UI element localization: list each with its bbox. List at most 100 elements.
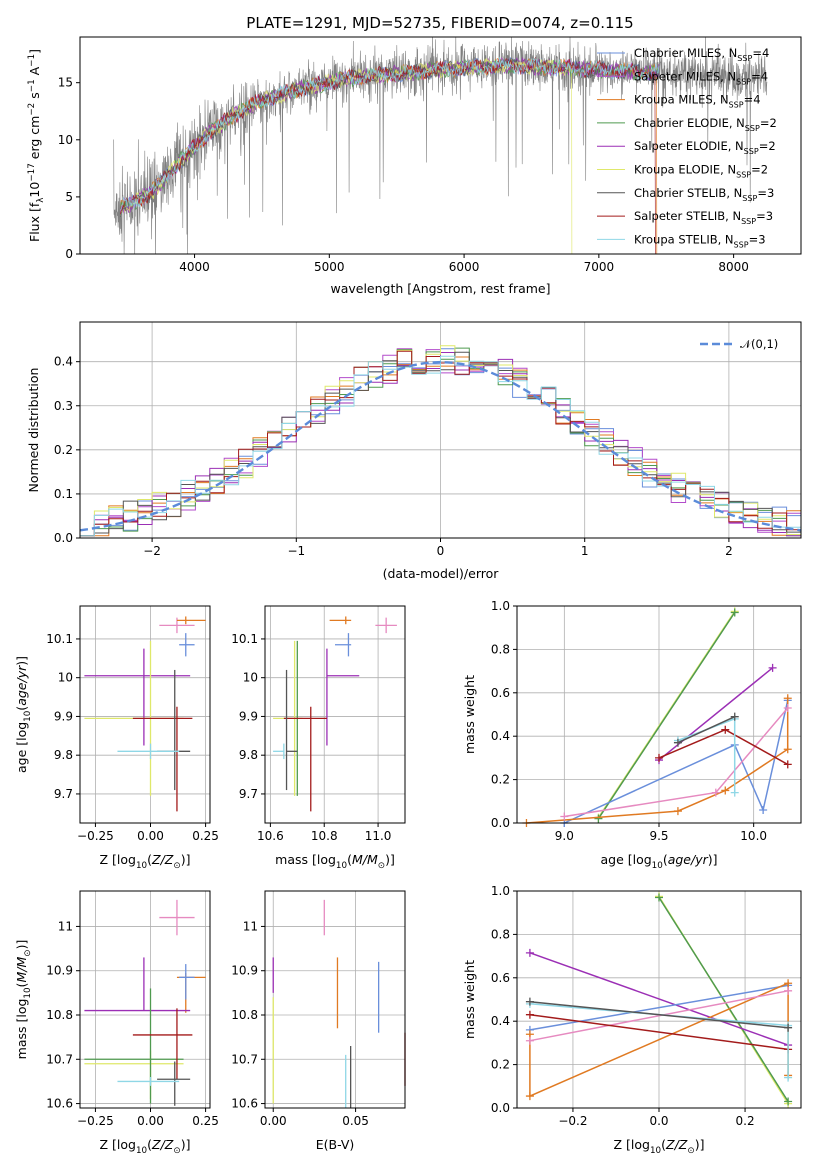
y-tick-label: 0.0 (491, 816, 510, 830)
y-tick-label: 10.7 (231, 1052, 258, 1066)
x-tick-label: 0.2 (736, 1114, 755, 1128)
y-tick-label: 0.1 (54, 487, 73, 501)
x-tick-label: −2 (143, 544, 161, 558)
y-tick-label: 0.8 (491, 642, 510, 656)
x-axis-label: age [log10(age/yr)] (600, 852, 717, 871)
y-tick-label: 1.0 (491, 599, 510, 613)
x-tick-label: 9.5 (649, 829, 668, 843)
plus-marker (783, 745, 792, 754)
histograms (80, 345, 801, 537)
y-tick-label: 9.8 (239, 748, 258, 762)
weight_vs_Z-panel: −0.2 0.0 0.2 0.0 0.2 0.4 0.6 0.8 1.0 Z [log10(Z/Z… (462, 884, 802, 1156)
x-tick-label: 0.05 (342, 1114, 369, 1128)
model-spectrum-kroupa-miles (120, 57, 658, 254)
legend-label: Kroupa ELODIE, NSSP=2 (634, 163, 768, 180)
y-tick-label: 5 (65, 190, 73, 204)
y-tick-label: 0.4 (54, 355, 73, 369)
y-tick-label: 10.6 (231, 1097, 258, 1111)
y-tick-label: 0 (65, 247, 73, 261)
weight-line (564, 707, 789, 818)
residuals-panel: −2 −1 0 1 2 0.0 0.1 0.2 0.3 0.4 𝒩(0,1) (data-model)… (26, 321, 802, 581)
y-axis-label: mass weight (462, 960, 477, 1039)
legend-label: Kroupa MILES, NSSP=4 (634, 93, 761, 110)
axes-frame (264, 605, 406, 824)
plus-marker (525, 997, 534, 1006)
y-axis-label: Normed distribution (26, 368, 41, 493)
legend-label: Chabrier STELIB, NSSP=3 (634, 186, 774, 203)
axes-frame (264, 890, 406, 1109)
y-tick-label: 10.1 (231, 632, 258, 646)
x-tick-label: −0.25 (77, 829, 114, 843)
y-tick-label: 9.9 (54, 709, 73, 723)
plus-marker (784, 1073, 793, 1082)
x-tick-label: 0.0 (649, 1114, 668, 1128)
x-axis-label: E(B-V) (316, 1137, 355, 1152)
y-tick-label: 11 (243, 919, 258, 933)
plus-marker (673, 807, 682, 816)
y-tick-label: 0.4 (491, 729, 510, 743)
x-tick-label: 5000 (314, 260, 345, 274)
plus-marker (525, 1092, 534, 1101)
plus-marker (655, 753, 663, 762)
legend-label: Kroupa STELIB, NSSP=3 (634, 232, 766, 249)
plus-marker (711, 788, 720, 797)
y-tick-label: 9.8 (54, 748, 73, 762)
weight-line (658, 897, 789, 1102)
x-axis-label: Z [log10(Z/Z⊙)] (100, 852, 191, 871)
y-tick-label: 9.9 (239, 709, 258, 723)
legend-label: 𝒩(0,1) (740, 337, 778, 351)
model-spectrum-kroupa-stelib (120, 56, 660, 211)
x-tick-label: 8000 (718, 260, 749, 274)
y-tick-label: 0.0 (491, 1101, 510, 1115)
x-tick-label: 7000 (584, 260, 615, 274)
weight-line (529, 990, 789, 1042)
legend-label: Chabrier MILES, NSSP=4 (634, 46, 769, 63)
plus-marker (673, 738, 682, 747)
y-tick-label: 15 (58, 76, 73, 90)
y-tick-label: 0.2 (491, 1058, 510, 1072)
x-tick-label: 11.0 (365, 829, 392, 843)
y-tick-label: 10.1 (46, 632, 73, 646)
y-tick-label: 0.6 (491, 686, 510, 700)
x-tick-label: 10.0 (740, 829, 767, 843)
model-spectrum-chabrier-stelib (120, 57, 660, 217)
x-tick-label: 10.6 (257, 829, 284, 843)
spectrum-panel: 4000 5000 6000 7000 8000 0 5 10 15 Chabrier MILES… (27, 36, 802, 296)
model-spectrum-kroupa-elodie (120, 57, 573, 254)
hist-kroupa-stelib (80, 355, 801, 537)
y-tick-label: 0.2 (491, 773, 510, 787)
plus-marker (730, 788, 739, 797)
weight-line (529, 952, 789, 1046)
y-axis-label: mass weight (462, 675, 477, 754)
x-tick-label: 0.00 (137, 829, 164, 843)
weight_vs_age-panel: 9.0 9.5 10.0 0.0 0.2 0.4 0.6 0.8 1.0 age [log10(a… (462, 599, 802, 871)
x-tick-label: 4000 (179, 260, 210, 274)
y-tick-label: 9.7 (54, 787, 73, 801)
y-tick-label: 10.9 (46, 964, 73, 978)
plus-marker (655, 893, 663, 902)
x-tick-label: 1 (581, 544, 589, 558)
x-tick-label: −1 (287, 544, 305, 558)
weight-line (563, 700, 789, 824)
x-axis-label: wavelength [Angstrom, rest frame] (330, 281, 550, 296)
axes-frame (516, 605, 802, 824)
y-axis-label: Flux [fλ10−17 erg cm−2 s−1 A−1] (27, 49, 46, 242)
y-tick-label: 0.4 (491, 1014, 510, 1028)
plus-marker (525, 948, 534, 957)
x-tick-label: 6000 (449, 260, 480, 274)
legend-label: Salpeter ELODIE, NSSP=2 (634, 139, 776, 156)
plus-marker (721, 725, 730, 734)
y-tick-label: 0.6 (491, 971, 510, 985)
y-axis-label: age [log10(age/yr)] (14, 656, 33, 773)
x-tick-label: −0.2 (558, 1114, 587, 1128)
x-tick-label: −0.25 (77, 1114, 114, 1128)
y-tick-label: 10.8 (231, 1008, 258, 1022)
x-axis-label: mass [log10(M/M⊙)] (275, 852, 395, 871)
y-tick-label: 10 (58, 671, 73, 685)
spectrum-legend: Chabrier MILES, NSSP=4 Salpeter MILES, NS… (597, 46, 777, 249)
figure-title: PLATE=1291, MJD=52735, FIBERID=0074, z=0… (246, 14, 633, 32)
plus-marker (594, 814, 603, 823)
x-tick-label: 0.25 (192, 829, 219, 843)
weight-line (658, 728, 789, 766)
